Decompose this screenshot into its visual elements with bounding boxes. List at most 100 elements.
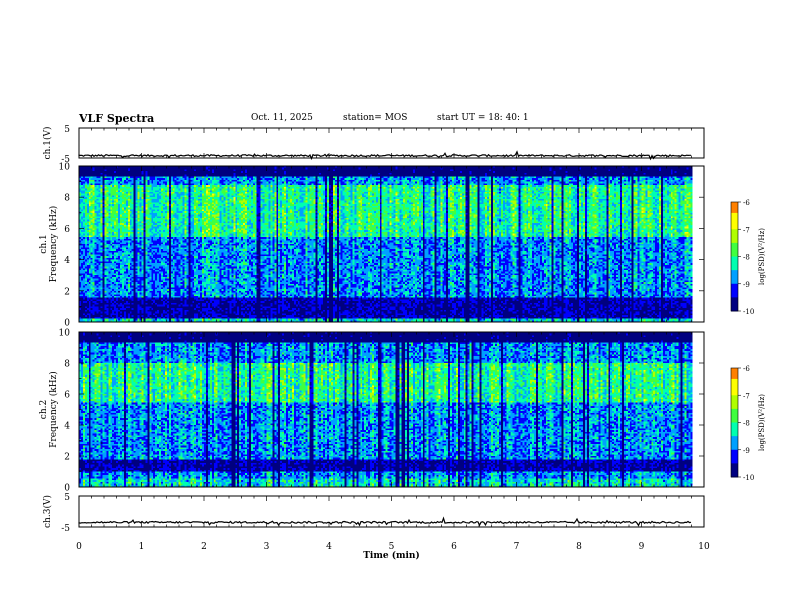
colorbar-swatch (731, 286, 738, 290)
colorbar-swatch (731, 278, 738, 282)
y-tick-label: 2 (64, 287, 70, 297)
waveform-line-3 (78, 516, 692, 527)
colorbar-tick-label: -10 (743, 474, 754, 482)
colorbar-swatch (731, 302, 738, 307)
colorbar-swatch (731, 202, 738, 206)
chart-title: VLF Spectra (79, 112, 155, 125)
x-tick-label: 1 (139, 542, 145, 552)
y-tick-label: 5 (64, 125, 70, 135)
colorbar-swatch (731, 427, 738, 432)
colorbar-swatch (731, 430, 738, 434)
spectrogram-image-2 (79, 332, 704, 487)
y-axis-label: Frequency (kHz) (48, 206, 59, 283)
colorbar-swatch (731, 403, 738, 407)
x-tick-label: 0 (76, 542, 82, 552)
colorbar-label: log(PSD)(V²/Hz) (758, 394, 766, 451)
date-label: Oct. 11, 2025 (251, 113, 313, 123)
colorbar-tick-label: -7 (743, 226, 750, 234)
y-tick-label: 4 (64, 256, 70, 266)
colorbar-swatch (731, 300, 738, 304)
colorbar-swatch (731, 256, 738, 260)
colorbar-swatch (731, 417, 738, 421)
x-tick-label: 8 (576, 542, 582, 552)
y-tick-label: 0 (64, 319, 70, 329)
colorbar-swatch (731, 381, 738, 385)
start-ut-label: start UT = 18: 40: 1 (437, 113, 529, 123)
colorbar-swatch (731, 378, 738, 383)
colorbar-swatch (731, 368, 738, 372)
colorbar-swatch (731, 411, 738, 415)
colorbar-swatch (731, 251, 738, 255)
y-axis-label: ch.2 (39, 400, 49, 419)
colorbar-swatch (731, 392, 738, 396)
y-axis-label: ch.1 (39, 234, 49, 253)
colorbar-swatch (731, 389, 738, 394)
y-tick-label: 5 (64, 493, 70, 503)
y-tick-label: 2 (64, 453, 70, 463)
colorbar-swatch (731, 397, 738, 402)
colorbar-swatch (731, 387, 738, 391)
colorbar-label: log(PSD)(V²/Hz) (758, 228, 766, 285)
y-tick-label: 6 (64, 225, 70, 235)
colorbar-swatch (731, 248, 738, 252)
colorbar-swatch (731, 373, 738, 377)
colorbar-swatch (731, 433, 738, 437)
colorbar-swatch (731, 414, 738, 418)
y-tick-label: 10 (59, 329, 71, 339)
colorbar-swatch (731, 463, 738, 467)
colorbar-swatch (731, 419, 738, 423)
colorbar-tick-label: -9 (743, 447, 750, 455)
colorbar-tick-label: -9 (743, 281, 750, 289)
colorbar-tick-label: -10 (743, 308, 754, 316)
station-label: station= MOS (343, 113, 408, 123)
colorbar-swatch (731, 395, 738, 399)
colorbar-swatch (731, 449, 738, 453)
colorbar-swatch (731, 291, 738, 296)
colorbar-swatch (731, 261, 738, 266)
colorbar-swatch (731, 447, 738, 451)
colorbar-tick-label: -8 (743, 420, 750, 428)
colorbar-tick-label: -8 (743, 254, 750, 262)
colorbar-swatch (731, 204, 738, 208)
colorbar-swatch (731, 438, 738, 443)
x-tick-label: 2 (201, 542, 207, 552)
colorbar-swatch (731, 457, 738, 462)
colorbar-swatch (731, 444, 738, 448)
spectrogram-image-1 (79, 166, 704, 322)
colorbar-swatch (731, 245, 738, 249)
colorbar-swatch (731, 275, 738, 279)
x-tick-label: 4 (326, 542, 332, 552)
colorbar-swatch (731, 231, 738, 236)
colorbar-swatch (731, 370, 738, 374)
y-axis-label: Frequency (kHz) (48, 371, 59, 448)
colorbar-swatch (731, 272, 738, 277)
colorbar-swatch (731, 308, 738, 312)
colorbar-swatch (731, 226, 738, 230)
colorbar-swatch (731, 460, 738, 464)
y-tick-label: 8 (64, 360, 70, 370)
y-tick-label: 8 (64, 194, 70, 204)
y-tick-label: -5 (61, 524, 70, 534)
colorbar-swatch (731, 406, 738, 410)
colorbar-swatch (731, 294, 738, 298)
x-tick-label: 7 (514, 542, 520, 552)
colorbar-swatch (731, 283, 738, 287)
colorbar-tick-label: -6 (743, 199, 750, 207)
colorbar-swatch (731, 474, 738, 478)
colorbar-swatch (731, 408, 738, 413)
colorbar-tick-label: -7 (743, 392, 750, 400)
colorbar-swatch (731, 207, 738, 211)
colorbar-swatch (731, 242, 738, 247)
waveform-line-0 (78, 150, 691, 161)
colorbar-swatch (731, 218, 738, 222)
colorbar-swatch (731, 223, 738, 228)
colorbar-swatch (731, 297, 738, 301)
colorbar-swatch (731, 234, 738, 238)
y-tick-label: 6 (64, 391, 70, 401)
colorbar-swatch (731, 425, 738, 429)
colorbar-swatch (731, 384, 738, 388)
colorbar-swatch (731, 212, 738, 217)
y-axis-label: ch.3(V) (42, 495, 53, 528)
x-tick-label: 5 (389, 542, 395, 552)
colorbar-swatch (731, 441, 738, 445)
